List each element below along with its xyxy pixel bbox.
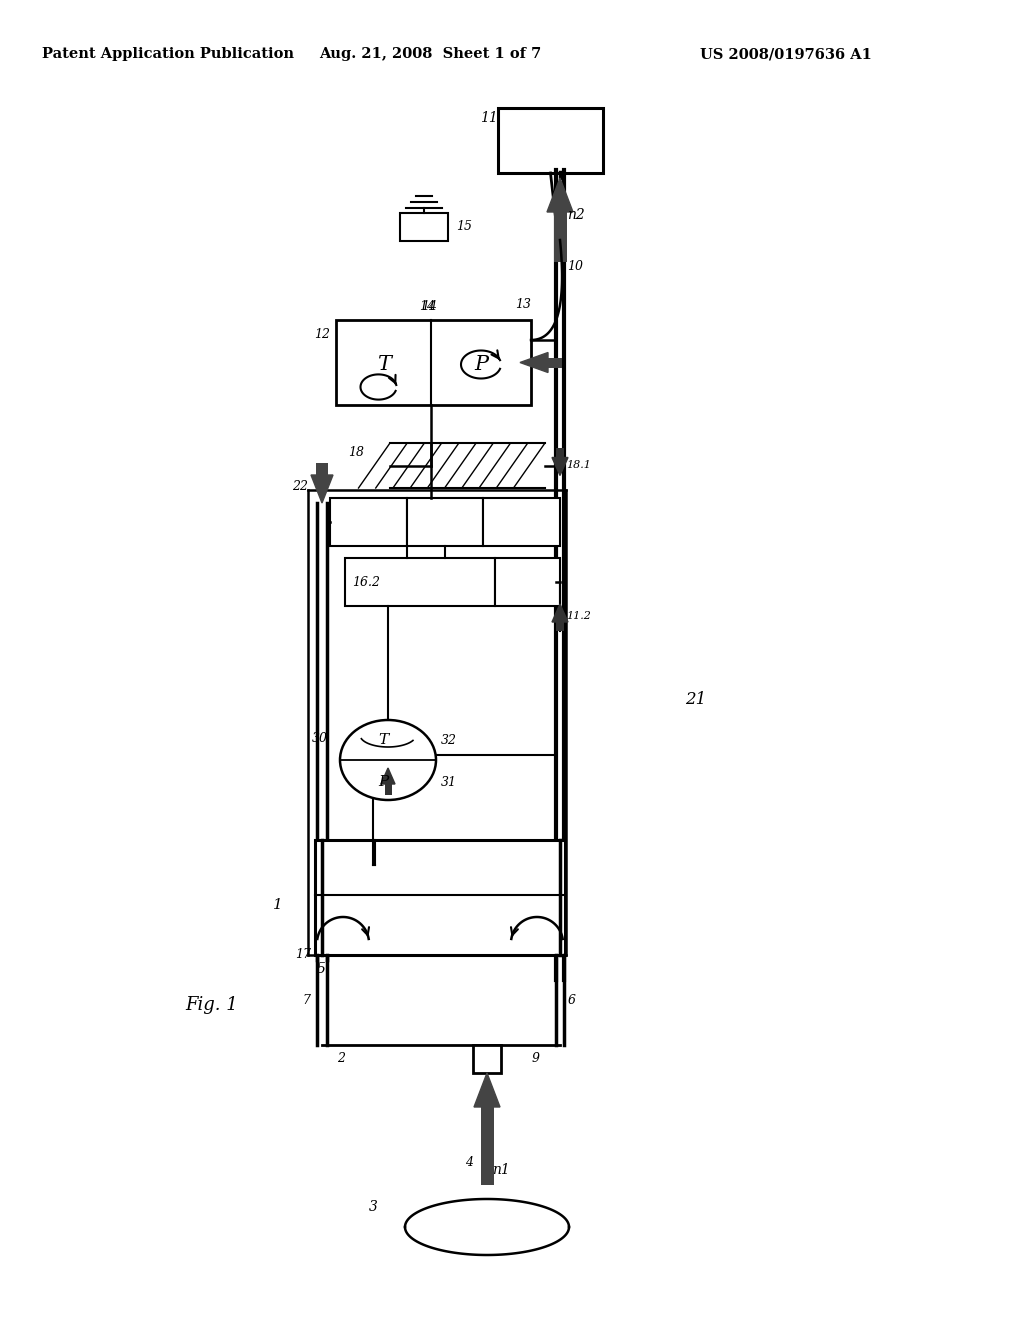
Bar [556, 622, 564, 631]
Text: 17: 17 [295, 949, 311, 961]
Polygon shape [552, 605, 568, 622]
Bar [548, 358, 562, 367]
Text: 13: 13 [515, 298, 531, 312]
Polygon shape [547, 178, 573, 213]
Text: T: T [377, 355, 390, 374]
Text: Aug. 21, 2008  Sheet 1 of 7: Aug. 21, 2008 Sheet 1 of 7 [318, 48, 541, 61]
Text: US 2008/0197636 A1: US 2008/0197636 A1 [700, 48, 871, 61]
Polygon shape [520, 352, 548, 372]
Text: 22: 22 [292, 479, 308, 492]
Text: 31: 31 [441, 776, 457, 788]
Text: 11.2: 11.2 [566, 611, 591, 620]
Bar [400, 213, 449, 242]
Text: 4: 4 [465, 1156, 473, 1170]
Bar [473, 1045, 501, 1073]
Bar [483, 498, 560, 546]
Text: 30: 30 [312, 731, 328, 744]
Text: 3: 3 [369, 1200, 378, 1214]
Text: T: T [378, 733, 388, 747]
Text: 14: 14 [421, 301, 437, 314]
Bar [554, 213, 566, 261]
Text: n2: n2 [567, 209, 585, 222]
Text: 14: 14 [419, 301, 435, 314]
Bar [384, 784, 391, 795]
Text: 18.1: 18.1 [566, 461, 591, 470]
Text: 1: 1 [273, 898, 283, 912]
Polygon shape [552, 458, 568, 475]
Text: 16.2: 16.2 [352, 576, 380, 589]
Text: 15: 15 [456, 220, 472, 234]
Text: 10: 10 [567, 260, 583, 272]
Text: P: P [474, 355, 488, 374]
Text: 18: 18 [348, 446, 364, 459]
Ellipse shape [340, 719, 436, 800]
Polygon shape [474, 1073, 500, 1107]
Bar [498, 108, 603, 173]
Bar [345, 558, 495, 606]
Polygon shape [381, 768, 395, 784]
Text: 11: 11 [480, 111, 498, 125]
Polygon shape [311, 475, 333, 503]
Bar [315, 840, 565, 954]
Bar [330, 498, 407, 546]
Text: 12: 12 [314, 329, 330, 342]
Bar [480, 1107, 494, 1185]
Text: Patent Application Publication: Patent Application Publication [42, 48, 294, 61]
Text: n1: n1 [492, 1163, 510, 1177]
Text: 21: 21 [685, 692, 707, 709]
Bar [407, 498, 483, 546]
Text: P: P [378, 775, 388, 789]
Text: Fig. 1: Fig. 1 [185, 997, 238, 1014]
Bar [316, 463, 328, 475]
Text: 6: 6 [568, 994, 575, 1006]
Text: 7: 7 [302, 994, 310, 1006]
Text: 5: 5 [317, 962, 326, 975]
Text: 32: 32 [441, 734, 457, 747]
Bar [336, 319, 531, 405]
Text: 2: 2 [337, 1052, 345, 1064]
Bar [495, 558, 560, 606]
Bar [556, 447, 564, 458]
Text: 9: 9 [532, 1052, 540, 1064]
